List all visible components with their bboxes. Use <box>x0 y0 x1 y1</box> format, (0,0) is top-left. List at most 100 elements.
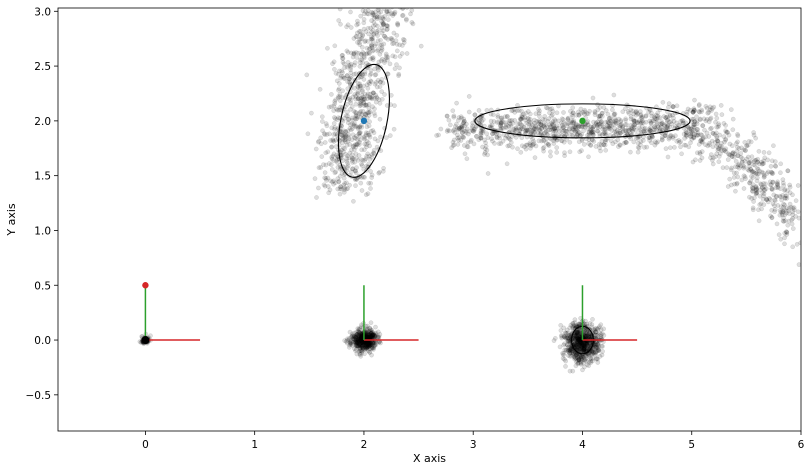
particle-point <box>367 333 373 339</box>
particle-point <box>595 348 601 354</box>
particle-point <box>368 128 374 134</box>
particle-point <box>566 353 571 358</box>
particle-point <box>593 350 598 355</box>
particle-point <box>566 348 572 354</box>
particle-point <box>562 341 567 347</box>
particle-point <box>530 122 535 128</box>
particle-point <box>367 343 373 348</box>
particle-point <box>354 133 359 139</box>
particle-point <box>647 128 652 133</box>
particle-point <box>776 232 782 237</box>
particle-point <box>583 341 588 347</box>
particle-point <box>734 141 739 146</box>
particle-point <box>371 347 376 352</box>
particle-point <box>592 346 597 352</box>
particle-point <box>583 343 588 348</box>
particle-point <box>765 157 771 163</box>
particle-point <box>355 40 360 45</box>
particle-point <box>570 351 576 356</box>
particle-point <box>354 351 360 357</box>
particle-point <box>377 42 383 48</box>
particle-point <box>586 347 592 353</box>
particle-point <box>577 346 583 351</box>
particle-point <box>785 222 791 228</box>
particle-point <box>388 36 394 41</box>
particle-point <box>708 115 714 121</box>
particle-point <box>366 341 372 347</box>
particle-point <box>350 339 356 345</box>
particle-point <box>357 341 362 347</box>
particle-point <box>721 134 727 139</box>
particle-point <box>368 2 372 6</box>
particle-point <box>730 116 736 122</box>
particle-point <box>620 124 626 129</box>
particle-point <box>367 81 372 87</box>
particle-point <box>378 340 383 346</box>
particle-point <box>404 8 410 10</box>
particle-point <box>578 360 584 366</box>
particle-point <box>595 342 600 348</box>
particle-point <box>357 351 363 356</box>
particle-point <box>361 26 367 32</box>
particle-point <box>346 63 352 68</box>
particle-point <box>578 346 584 352</box>
y-tick-label: 3.0 <box>34 6 51 18</box>
particle-point <box>340 140 345 145</box>
particle-point <box>611 111 617 117</box>
particle-point <box>549 136 554 142</box>
particle-point <box>367 325 373 331</box>
particle-point <box>785 168 791 173</box>
particle-point <box>570 321 576 327</box>
particle-point <box>586 334 592 340</box>
particle-point <box>576 337 582 343</box>
particle-point <box>580 341 586 347</box>
particle-point <box>502 114 508 119</box>
particle-point <box>643 113 649 119</box>
particle-point <box>775 184 781 189</box>
particle-point <box>568 322 574 328</box>
particle-point <box>476 108 482 113</box>
particle-point <box>364 144 369 150</box>
particle-point <box>341 76 347 81</box>
particle-point <box>368 330 373 336</box>
particle-point <box>357 140 362 145</box>
particle-point <box>594 344 599 350</box>
particle-point <box>337 166 343 172</box>
particle-point <box>357 83 363 89</box>
particle-point <box>322 183 328 189</box>
particle-point <box>371 90 376 96</box>
particle-point <box>565 338 571 344</box>
particle-point <box>574 330 579 335</box>
particle-point <box>503 122 509 128</box>
particle-point <box>582 107 588 113</box>
particle-point <box>366 332 372 338</box>
particle-point <box>575 333 580 338</box>
particle-point <box>563 335 569 341</box>
particle-point <box>570 323 576 329</box>
particle-point <box>667 112 673 118</box>
particle-point <box>318 141 324 147</box>
particle-point <box>333 97 338 103</box>
particle-point <box>771 143 776 148</box>
particle-point <box>581 346 587 351</box>
particle-point <box>576 346 582 352</box>
particle-point <box>719 112 725 117</box>
particle-point <box>354 333 359 339</box>
particle-point <box>565 116 571 122</box>
plot-area-border <box>57 7 802 432</box>
particle-point <box>576 357 581 362</box>
particle-point <box>478 133 484 138</box>
particle-point <box>362 147 367 152</box>
particle-point <box>579 344 585 349</box>
particle-point <box>357 57 363 63</box>
particle-point <box>741 165 746 171</box>
particle-point <box>454 100 459 106</box>
particle-point <box>601 326 607 332</box>
particle-point <box>585 332 590 338</box>
particle-point <box>594 356 600 361</box>
particle-point <box>373 324 378 330</box>
particle-point <box>577 344 582 350</box>
particle-point <box>584 344 590 350</box>
particle-point <box>601 124 607 130</box>
particle-point <box>590 125 595 130</box>
